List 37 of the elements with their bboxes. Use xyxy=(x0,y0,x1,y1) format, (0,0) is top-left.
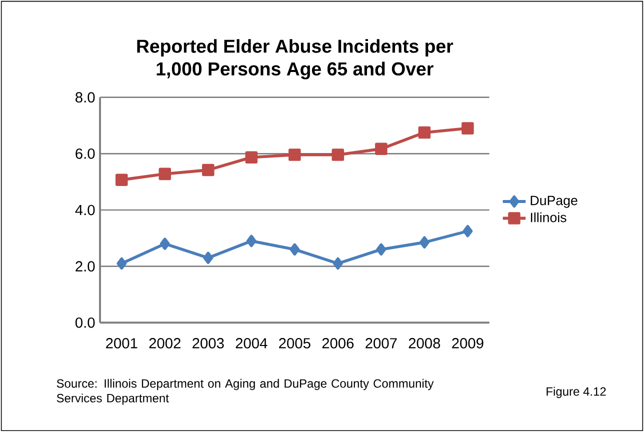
y-tick-label: 0.0 xyxy=(75,317,95,328)
point xyxy=(290,243,300,256)
point xyxy=(332,148,344,161)
point xyxy=(246,234,256,248)
point xyxy=(288,148,301,161)
point xyxy=(462,122,474,134)
x-tick-label: 2002 xyxy=(149,338,180,348)
x-tick-label: 2004 xyxy=(236,338,268,348)
legend-label: Illinois xyxy=(530,212,566,222)
point xyxy=(245,151,258,164)
chart-title: Reported Elder Abuse Incidents per 1,000 Persons Age 65 and Over xyxy=(137,39,454,80)
x-tick-label: 2007 xyxy=(366,338,397,348)
point xyxy=(419,236,430,249)
y-tick-label: 8.0 xyxy=(76,92,95,103)
point xyxy=(418,126,431,139)
x-tick-label: 2006 xyxy=(322,338,354,348)
x-tick-label: 2009 xyxy=(452,338,484,348)
y-tick-label: 6.0 xyxy=(76,148,95,159)
source-note: Source: Illinois Department on Aging and DuPage County Community Services Department xyxy=(56,378,434,405)
point xyxy=(160,238,170,250)
point xyxy=(203,252,214,264)
x-tick-label: 2005 xyxy=(279,338,310,348)
point xyxy=(116,257,127,270)
caption: Figure 4.12 xyxy=(546,386,606,398)
x-tick-label: 2001 xyxy=(106,338,138,348)
point xyxy=(375,142,388,156)
point xyxy=(158,168,172,180)
point xyxy=(376,243,386,256)
point xyxy=(332,257,343,270)
x-tick-label: 2003 xyxy=(192,338,224,348)
y-tick-label: 2.0 xyxy=(76,261,95,272)
y-tick-label: 4.0 xyxy=(75,204,95,216)
x-tick-label: 2008 xyxy=(408,338,440,348)
legend-label: DuPage xyxy=(530,196,578,208)
point xyxy=(116,174,128,186)
point xyxy=(202,164,214,176)
point xyxy=(462,224,473,238)
